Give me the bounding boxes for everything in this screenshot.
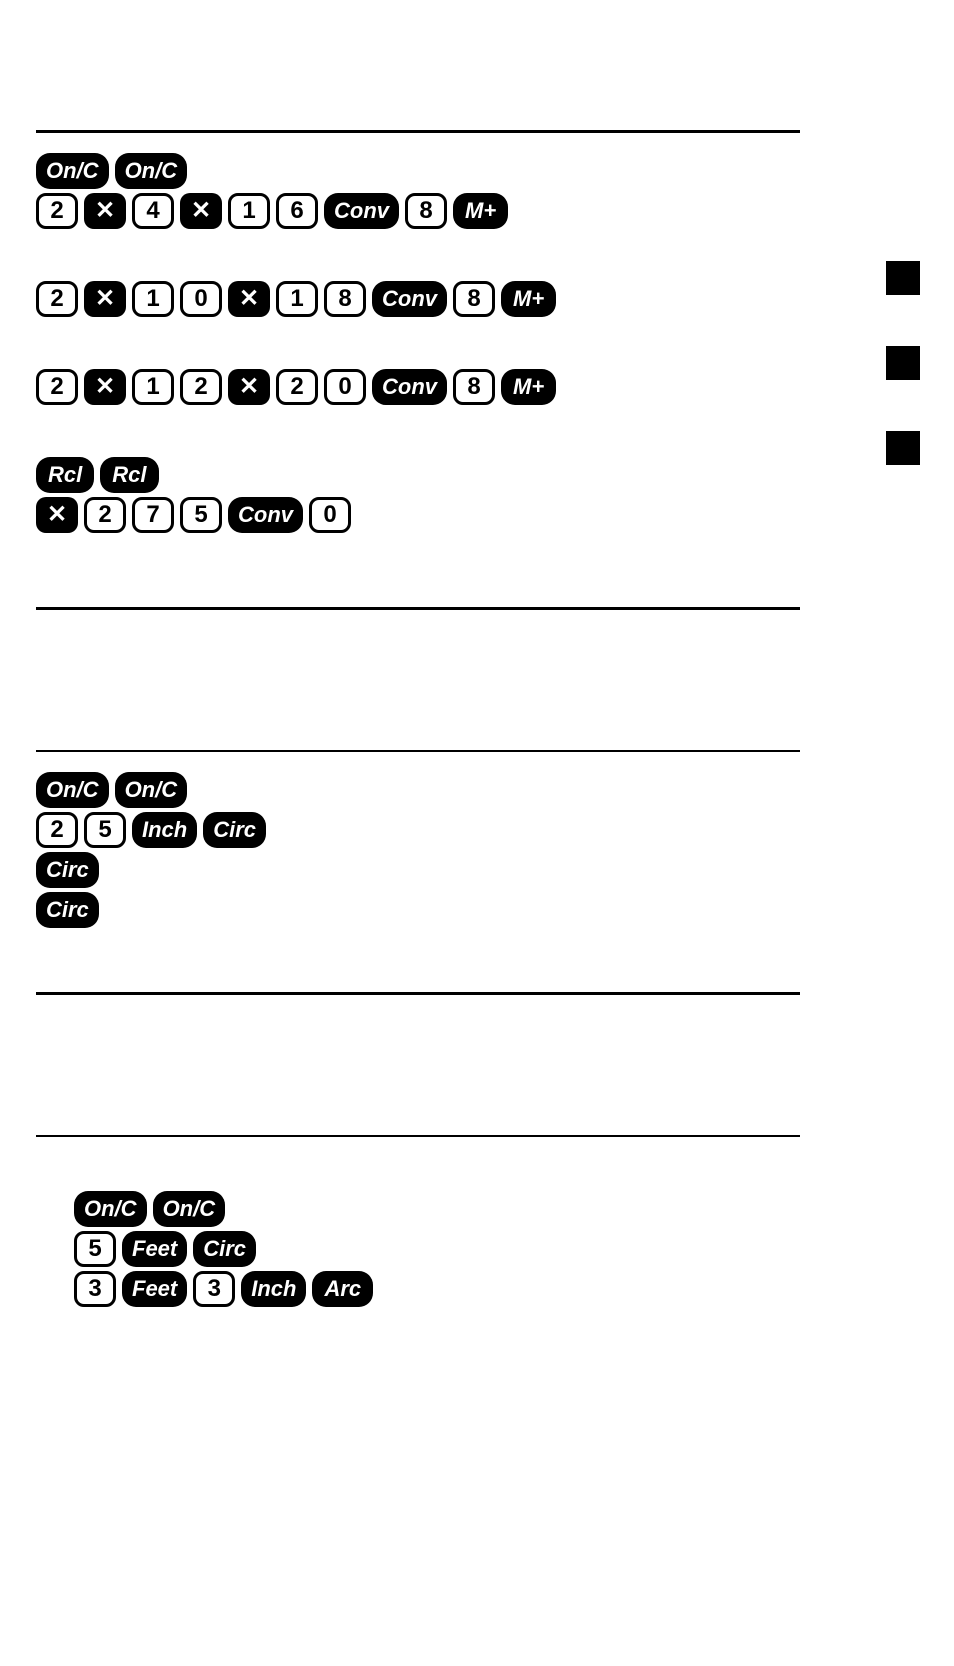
key-row: Circ bbox=[36, 852, 800, 888]
mplus-key: M+ bbox=[501, 281, 556, 317]
onc-key: On/C bbox=[115, 772, 188, 808]
digit-1-key: 1 bbox=[228, 193, 270, 229]
digit-4-key: 4 bbox=[132, 193, 174, 229]
mult-key: ✕ bbox=[84, 369, 126, 405]
key-row: 25InchCirc bbox=[36, 812, 800, 848]
digit-2-key: 2 bbox=[84, 497, 126, 533]
digit-2-key: 2 bbox=[36, 281, 78, 317]
digit-3-key: 3 bbox=[193, 1271, 235, 1307]
key-row: RclRcl bbox=[36, 457, 800, 493]
rcl-key: Rcl bbox=[100, 457, 158, 493]
feet-key: Feet bbox=[122, 1231, 187, 1267]
digit-2-key: 2 bbox=[36, 193, 78, 229]
onc-key: On/C bbox=[36, 772, 109, 808]
mult-key: ✕ bbox=[228, 281, 270, 317]
key-row: 2✕12✕20Conv8M+ bbox=[36, 369, 800, 405]
rcl-key: Rcl bbox=[36, 457, 94, 493]
mplus-key: M+ bbox=[501, 369, 556, 405]
key-row: 2✕4✕16Conv8M+ bbox=[36, 193, 800, 229]
key-row: 5FeetCirc bbox=[36, 1231, 800, 1267]
digit-8-key: 8 bbox=[405, 193, 447, 229]
digit-1-key: 1 bbox=[276, 281, 318, 317]
marker-icon bbox=[886, 346, 920, 380]
inch-key: Inch bbox=[241, 1271, 306, 1307]
circ-key: Circ bbox=[36, 852, 99, 888]
digit-0-key: 0 bbox=[309, 497, 351, 533]
circ-key: Circ bbox=[203, 812, 266, 848]
digit-5-key: 5 bbox=[180, 497, 222, 533]
mult-key: ✕ bbox=[180, 193, 222, 229]
digit-1-key: 1 bbox=[132, 369, 174, 405]
key-row: 2✕10✕18Conv8M+ bbox=[36, 281, 800, 317]
mult-key: ✕ bbox=[228, 369, 270, 405]
feet-key: Feet bbox=[122, 1271, 187, 1307]
marker-icon bbox=[886, 261, 920, 295]
digit-8-key: 8 bbox=[453, 281, 495, 317]
digit-2-key: 2 bbox=[36, 812, 78, 848]
key-row: On/COn/C bbox=[36, 153, 800, 189]
digit-0-key: 0 bbox=[180, 281, 222, 317]
digit-8-key: 8 bbox=[453, 369, 495, 405]
arc-key: Arc bbox=[312, 1271, 373, 1307]
section-2: On/COn/C25InchCircCircCirc bbox=[36, 772, 800, 928]
circ-key: Circ bbox=[36, 892, 99, 928]
digit-5-key: 5 bbox=[74, 1231, 116, 1267]
digit-7-key: 7 bbox=[132, 497, 174, 533]
section-1: On/COn/C2✕4✕16Conv8M+2✕10✕18Conv8M+2✕12✕… bbox=[36, 153, 800, 533]
conv-key: Conv bbox=[372, 281, 447, 317]
inch-key: Inch bbox=[132, 812, 197, 848]
mult-key: ✕ bbox=[84, 193, 126, 229]
digit-5-key: 5 bbox=[84, 812, 126, 848]
marker-icon bbox=[886, 431, 920, 465]
digit-2-key: 2 bbox=[36, 369, 78, 405]
conv-key: Conv bbox=[372, 369, 447, 405]
mult-key: ✕ bbox=[36, 497, 78, 533]
key-row: ✕275Conv0 bbox=[36, 497, 800, 533]
onc-key: On/C bbox=[115, 153, 188, 189]
digit-8-key: 8 bbox=[324, 281, 366, 317]
digit-0-key: 0 bbox=[324, 369, 366, 405]
key-row: 3Feet3InchArc bbox=[36, 1271, 800, 1307]
key-row: On/COn/C bbox=[36, 1191, 800, 1227]
digit-2-key: 2 bbox=[276, 369, 318, 405]
onc-key: On/C bbox=[36, 153, 109, 189]
mplus-key: M+ bbox=[453, 193, 508, 229]
conv-key: Conv bbox=[228, 497, 303, 533]
digit-2-key: 2 bbox=[180, 369, 222, 405]
onc-key: On/C bbox=[153, 1191, 226, 1227]
key-row: Circ bbox=[36, 892, 800, 928]
onc-key: On/C bbox=[74, 1191, 147, 1227]
section-3: On/COn/C5FeetCirc3Feet3InchArc bbox=[36, 1191, 800, 1307]
conv-key: Conv bbox=[324, 193, 399, 229]
digit-3-key: 3 bbox=[74, 1271, 116, 1307]
key-row: On/COn/C bbox=[36, 772, 800, 808]
digit-6-key: 6 bbox=[276, 193, 318, 229]
mult-key: ✕ bbox=[84, 281, 126, 317]
circ-key: Circ bbox=[193, 1231, 256, 1267]
digit-1-key: 1 bbox=[132, 281, 174, 317]
